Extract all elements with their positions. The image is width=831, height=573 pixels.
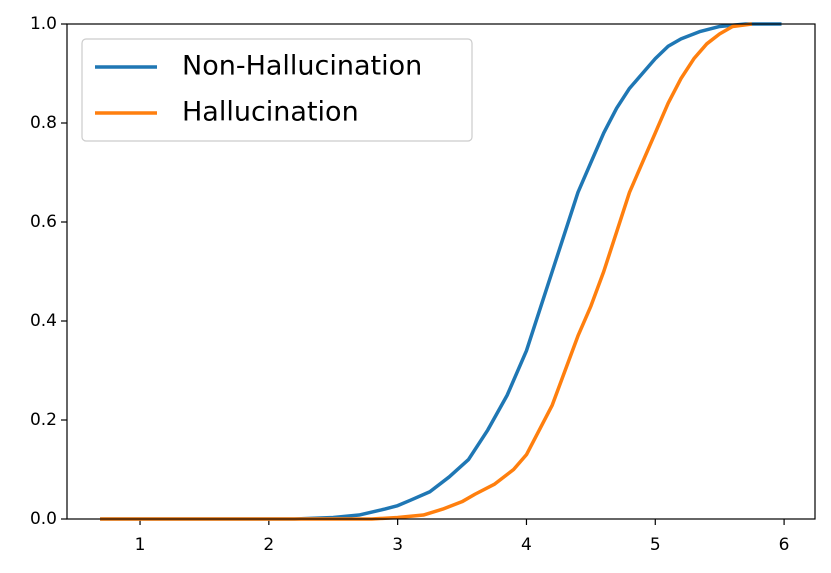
y-tick-label: 0.6 [30,212,57,232]
x-tick-label: 6 [779,535,790,555]
y-tick-label: 0.0 [30,509,57,529]
y-tick-label: 0.4 [30,311,57,331]
x-tick-label: 4 [521,535,532,555]
series-line [100,22,753,521]
legend-label: Non-Hallucination [182,51,422,82]
x-tick-label: 2 [263,535,274,555]
y-tick-label: 1.0 [30,14,57,34]
legend-box [81,38,473,142]
x-tick-label: 3 [392,535,403,555]
x-tick-label: 5 [650,535,661,555]
plot-frame [66,23,816,520]
x-tick-label: 1 [135,535,146,555]
series-line [100,22,782,521]
y-tick-label: 0.8 [30,113,57,133]
y-tick-label: 0.2 [30,410,57,430]
legend-label: Hallucination [182,97,359,128]
